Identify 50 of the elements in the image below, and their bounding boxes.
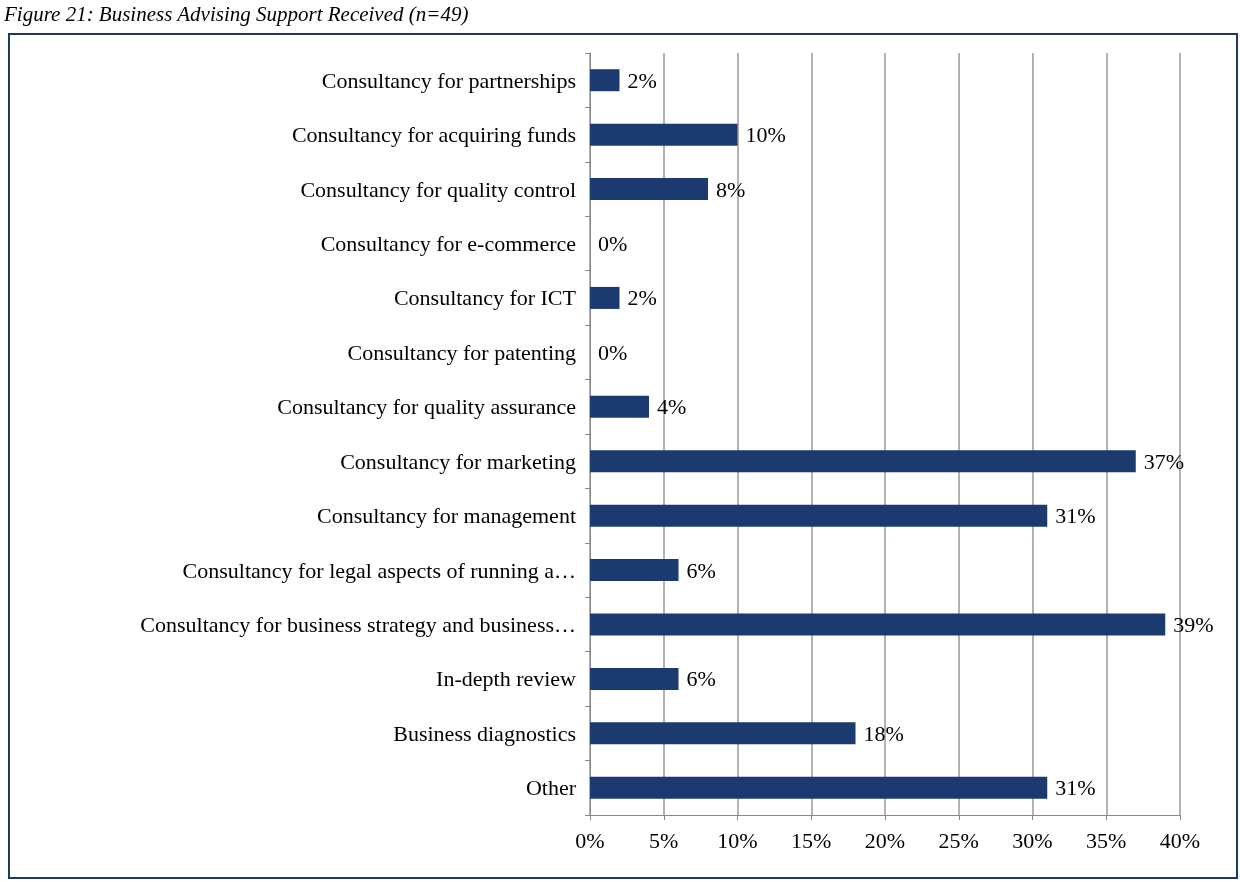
bar xyxy=(590,286,620,309)
y-tick-label: Consultancy for quality assurance xyxy=(277,394,576,420)
text: Figure 21: Business Advising Support Received (n=49) xyxy=(4,2,469,27)
y-tick-label: Business diagnostics xyxy=(393,720,576,746)
y-tick-label: Consultancy for business strategy and business… xyxy=(140,612,576,637)
data-label: 2% xyxy=(627,67,657,93)
data-label: 2% xyxy=(627,285,657,311)
bar xyxy=(590,776,1048,799)
bar xyxy=(590,722,856,745)
data-label: 8% xyxy=(716,176,746,202)
data-label: 31% xyxy=(1055,775,1096,801)
x-tick-label: 20% xyxy=(864,827,906,853)
bar xyxy=(590,395,649,418)
data-label: 0% xyxy=(598,339,628,365)
y-tick-label: Consultancy for partnerships xyxy=(321,67,576,93)
y-tick-label: Consultancy for ICT xyxy=(393,285,577,311)
bar xyxy=(590,504,1048,527)
x-tick-label: 40% xyxy=(1159,827,1201,853)
x-tick-label: 35% xyxy=(1086,827,1127,853)
x-tick-label: 0% xyxy=(575,827,605,853)
data-label: 31% xyxy=(1055,503,1096,529)
bar xyxy=(590,123,738,146)
y-tick-label: Consultancy for patenting xyxy=(347,339,576,365)
x-tick-label: 30% xyxy=(1012,827,1053,853)
bar xyxy=(590,450,1136,473)
data-label: 0% xyxy=(598,231,628,256)
bar xyxy=(590,667,679,690)
y-tick-label: Consultancy for legal aspects of running a… xyxy=(182,557,576,583)
y-tick-label: Other xyxy=(525,775,577,801)
bar xyxy=(590,178,708,201)
x-tick-label: 5% xyxy=(649,827,679,853)
x-tick-label: 15% xyxy=(791,827,832,853)
data-label: 10% xyxy=(745,122,786,148)
y-tick-label: In-depth review xyxy=(436,666,577,692)
data-label: 6% xyxy=(686,666,716,692)
data-label: 4% xyxy=(657,394,687,420)
bar xyxy=(590,69,620,92)
y-tick-label: Consultancy for acquiring funds xyxy=(291,122,576,148)
data-label: 37% xyxy=(1143,448,1185,474)
data-label: 6% xyxy=(686,557,716,583)
bar xyxy=(590,613,1166,636)
y-tick-label: Consultancy for marketing xyxy=(340,448,576,474)
x-tick-label: 10% xyxy=(717,827,758,853)
y-tick-label: Consultancy for quality control xyxy=(300,176,576,202)
bar xyxy=(590,559,679,582)
y-tick-label: Consultancy for e-commerce xyxy=(320,231,576,256)
x-tick-label: 25% xyxy=(938,827,979,853)
data-label: 18% xyxy=(863,720,904,746)
data-label: 39% xyxy=(1173,612,1214,637)
y-tick-label: Consultancy for management xyxy=(316,503,576,529)
